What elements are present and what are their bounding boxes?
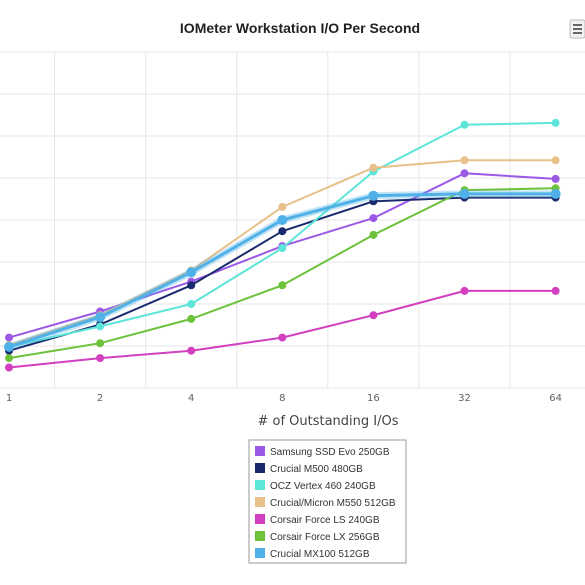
data-point[interactable]: [278, 244, 287, 252]
legend-swatch: [255, 463, 265, 473]
legend-swatch: [255, 480, 265, 490]
export-menu-icon[interactable]: [569, 19, 585, 39]
data-point[interactable]: [551, 286, 560, 295]
series: [5, 286, 560, 372]
data-point[interactable]: [5, 363, 13, 372]
data-point[interactable]: [187, 281, 196, 290]
data-point[interactable]: [277, 215, 288, 225]
x-tick-label: 16: [367, 393, 380, 404]
data-point[interactable]: [186, 267, 197, 278]
data-point[interactable]: [96, 322, 105, 331]
data-point[interactable]: [368, 190, 379, 201]
legend-swatch: [255, 497, 265, 507]
legend-label[interactable]: OCZ Vertex 460 240GB: [270, 481, 376, 492]
data-point[interactable]: [369, 214, 378, 223]
data-point[interactable]: [5, 354, 13, 363]
data-point[interactable]: [4, 341, 14, 352]
x-tick-label: 4: [188, 393, 194, 404]
data-point[interactable]: [187, 300, 196, 308]
x-tick-label: 2: [97, 393, 103, 404]
data-point[interactable]: [551, 156, 560, 165]
legend-label[interactable]: Corsair Force LS 240GB: [270, 515, 380, 526]
data-point[interactable]: [459, 188, 470, 199]
data-point[interactable]: [551, 174, 560, 183]
data-point[interactable]: [460, 156, 469, 165]
data-point[interactable]: [278, 333, 287, 342]
data-point[interactable]: [369, 230, 378, 239]
legend-label[interactable]: Samsung SSD Evo 250GB: [270, 447, 390, 458]
data-point[interactable]: [369, 163, 378, 172]
legend-label[interactable]: Corsair Force LX 256GB: [270, 532, 380, 543]
legend-label[interactable]: Crucial MX100 512GB: [270, 549, 370, 560]
data-point[interactable]: [460, 169, 469, 178]
legend-label[interactable]: Crucial/Micron M550 512GB: [270, 498, 396, 509]
legend: Samsung SSD Evo 250GB Crucial M500 480GB O…: [248, 439, 407, 564]
x-tick-label: 8: [279, 393, 285, 404]
legend-swatch: [255, 514, 265, 524]
data-point[interactable]: [369, 311, 378, 320]
data-point[interactable]: [278, 227, 287, 236]
series: [4, 188, 561, 352]
x-axis-ticks: 1 2 4 8 16 32 64: [6, 393, 562, 404]
data-point[interactable]: [550, 188, 561, 199]
chart-title: IOMeter Workstation I/O Per Second: [180, 20, 420, 36]
data-point[interactable]: [187, 314, 196, 323]
legend-swatch: [255, 548, 265, 558]
x-tick-label: 32: [458, 393, 471, 404]
legend-swatch: [255, 446, 265, 456]
data-point[interactable]: [460, 286, 469, 295]
x-axis-title: # of Outstanding I/Os: [257, 414, 398, 429]
x-tick-label: 1: [6, 393, 12, 404]
data-point[interactable]: [460, 120, 469, 129]
data-point[interactable]: [96, 339, 105, 348]
data-point[interactable]: [551, 118, 560, 127]
data-point[interactable]: [5, 333, 13, 342]
legend-label[interactable]: Crucial M500 480GB: [270, 464, 363, 475]
legend-swatch: [255, 531, 265, 541]
data-point[interactable]: [278, 281, 287, 290]
data-point[interactable]: [187, 346, 196, 355]
data-point[interactable]: [95, 312, 106, 323]
series-lines: [4, 118, 561, 372]
legend-box: [248, 439, 407, 564]
series-line: [8, 187, 556, 360]
data-point[interactable]: [278, 202, 287, 211]
x-tick-label: 64: [549, 393, 562, 404]
data-point[interactable]: [96, 354, 105, 363]
